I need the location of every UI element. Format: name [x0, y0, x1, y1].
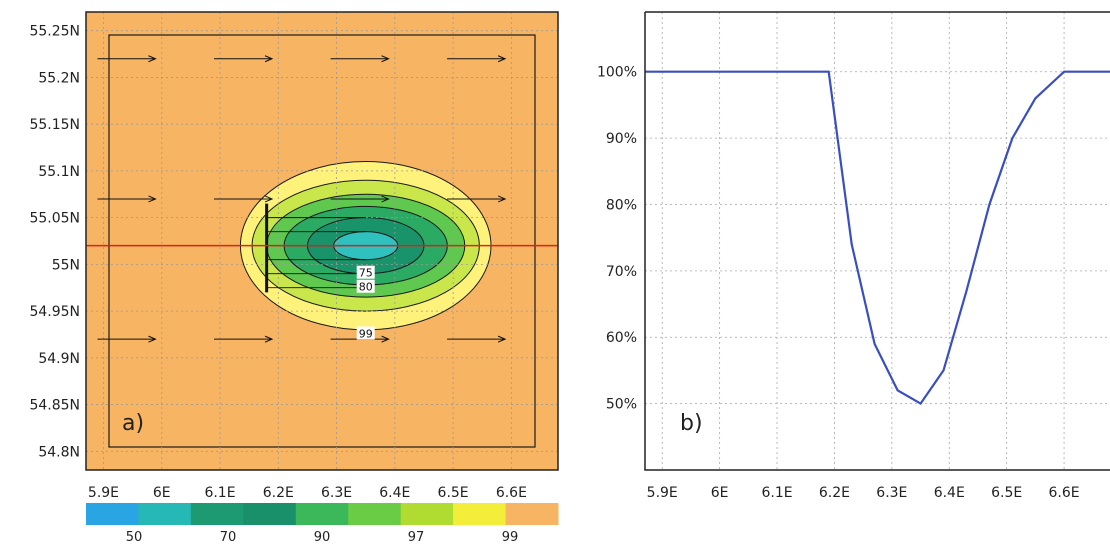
panel-b-x-tick-labels: 5.9E 6E 6.1E 6.2E 6.3E 6.4E 6.5E 6.6E [647, 485, 1080, 501]
y-tick-label: 54.9N [38, 351, 80, 367]
wind-arrow [214, 55, 274, 63]
contour-label: 75 [359, 267, 373, 280]
colorbar-label: 90 [314, 530, 331, 545]
contour-label: 80 [359, 281, 373, 294]
colorbar-swatch [348, 503, 402, 525]
contour-label-box [356, 326, 375, 340]
colorbar-label: 70 [220, 530, 237, 545]
x-tick-label: 6E [153, 485, 171, 501]
y-tick-label: 100% [597, 65, 637, 81]
x-tick-label: 6.3E [876, 485, 907, 501]
x-tick-label: 6.1E [204, 485, 235, 501]
x-tick-label: 6.1E [761, 485, 792, 501]
contour-label-box [356, 265, 375, 279]
panel-b-y-tick-labels: 50% 60% 70% 80% 90% 100% [597, 65, 637, 413]
x-tick-label: 5.9E [647, 485, 678, 501]
wind-arrow [97, 335, 157, 343]
colorbar-swatches [86, 503, 559, 525]
panel-a-x-tick-labels: 5.9E 6E 6.1E 6.2E 6.3E 6.4E 6.5E 6.6E [88, 485, 527, 501]
colorbar-label: 99 [502, 530, 519, 545]
panel-b-line-chart: 5.9E 6E 6.1E 6.2E 6.3E 6.4E 6.5E 6.6E 50% 60% 70%… [597, 11, 1110, 501]
x-tick-label: 6.2E [263, 485, 294, 501]
y-tick-label: 54.8N [38, 444, 80, 460]
x-tick-label: 5.9E [88, 485, 119, 501]
panel-a-y-tick-labels: 54.8N 54.85N 54.9N 54.95N 55N 55.05N 55.1N 55.1… [29, 24, 80, 461]
panel-a-wind-arrows [97, 55, 507, 343]
wind-arrow [447, 55, 507, 63]
colorbar-label: 97 [408, 530, 425, 545]
wind-arrow [214, 335, 274, 343]
y-tick-label: 55N [52, 257, 80, 273]
y-tick-label: 54.85N [29, 398, 80, 414]
wind-arrow [97, 55, 157, 63]
wind-arrow [447, 335, 507, 343]
colorbar-swatch [505, 503, 559, 525]
wind-arrow [447, 195, 507, 203]
x-tick-label: 6.6E [1049, 485, 1080, 501]
y-tick-label: 50% [606, 397, 637, 413]
y-tick-label: 55.2N [38, 70, 80, 86]
panel-b-label: b) [680, 411, 703, 436]
x-tick-label: 6E [711, 485, 729, 501]
wind-arrow [214, 195, 274, 203]
y-tick-label: 60% [606, 330, 637, 346]
contour-label: 99 [359, 327, 373, 340]
y-tick-label: 55.15N [29, 117, 80, 133]
wind-arrow [330, 195, 390, 203]
panel-a-inner-domain-box [108, 34, 536, 448]
y-tick-label: 90% [606, 131, 637, 147]
colorbar: 50 70 90 97 99 [86, 503, 559, 545]
x-tick-label: 6.4E [934, 485, 965, 501]
colorbar-swatch [190, 503, 244, 525]
colorbar-swatch [243, 503, 297, 525]
x-tick-label: 6.6E [496, 485, 527, 501]
panel-b-gridlines [645, 12, 1110, 470]
panel-b-plot-area [645, 12, 1110, 470]
panel-a-label: a) [122, 411, 144, 436]
y-tick-label: 55.05N [29, 211, 80, 227]
y-tick-label: 55.1N [38, 164, 80, 180]
x-tick-label: 6.3E [321, 485, 352, 501]
colorbar-labels: 50 70 90 97 99 [126, 530, 519, 545]
y-tick-label: 80% [606, 197, 637, 213]
colorbar-swatch [86, 503, 139, 525]
x-tick-label: 6.4E [379, 485, 410, 501]
y-tick-label: 70% [606, 264, 637, 280]
x-tick-label: 6.5E [438, 485, 469, 501]
colorbar-label: 50 [126, 530, 143, 545]
y-tick-label: 55.25N [29, 24, 80, 40]
x-tick-label: 6.2E [819, 485, 850, 501]
contour-label-box [356, 279, 375, 293]
panel-b-series-line [645, 70, 1110, 406]
colorbar-swatch [138, 503, 192, 525]
colorbar-swatch [453, 503, 507, 525]
wind-arrow [97, 195, 157, 203]
y-tick-label: 54.95N [29, 304, 80, 320]
panel-b-frame [644, 11, 1110, 471]
x-tick-label: 6.5E [991, 485, 1022, 501]
colorbar-swatch [400, 503, 454, 525]
colorbar-swatch [295, 503, 349, 525]
panel-a-frame [85, 11, 559, 471]
wind-arrow [330, 55, 390, 63]
